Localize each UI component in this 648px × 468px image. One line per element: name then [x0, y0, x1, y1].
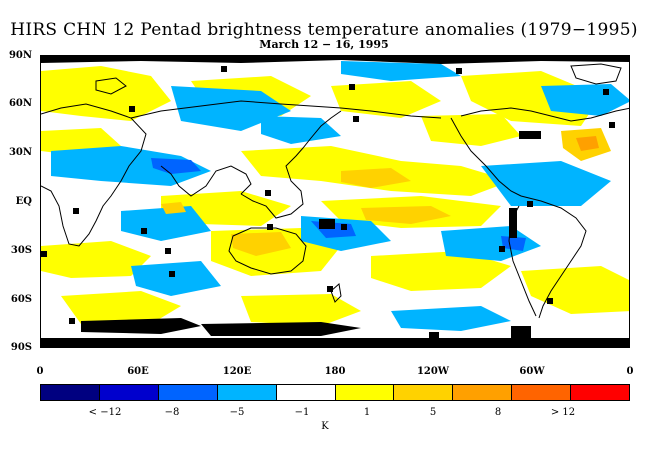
colorbar-swatch: [394, 385, 454, 400]
lon-label-60w: 60W: [519, 366, 545, 377]
colorbar-label: −8: [164, 407, 180, 418]
orange-anomaly-regions: [161, 128, 611, 256]
lon-label-0: 0: [36, 366, 44, 377]
colorbar-label: 8: [494, 407, 502, 418]
lon-label-180: 180: [324, 366, 346, 377]
cool-anomaly-regions: [51, 61, 629, 331]
colorbar-label: < −12: [88, 407, 122, 418]
lon-label-0-east: 0: [626, 366, 634, 377]
lon-label-60e: 60E: [127, 366, 149, 377]
lat-label-60n: 60N: [8, 98, 32, 109]
colorbar-swatch: [571, 385, 630, 400]
chart-title: HIRS CHN 12 Pentad brightness temperatur…: [10, 20, 638, 40]
colorbar-swatch: [335, 385, 395, 400]
lat-label-30s: 30S: [10, 245, 32, 256]
lat-label-90n: 90N: [8, 50, 32, 61]
colorbar-swatch: [453, 385, 513, 400]
lat-label-90s: 90S: [10, 342, 32, 353]
anomaly-map: [40, 55, 630, 348]
lon-label-120e: 120E: [222, 366, 252, 377]
colorbar-label: −1: [294, 407, 310, 418]
colorbar-swatch: [158, 385, 218, 400]
lat-label-eq: EQ: [15, 196, 32, 207]
colorbar: [40, 384, 630, 401]
lat-label-30n: 30N: [8, 147, 32, 158]
colorbar-label: 5: [429, 407, 437, 418]
chart-subtitle: March 12 − 16, 1995: [259, 38, 389, 51]
warm-anomaly-regions: [41, 66, 629, 326]
colorbar-swatch: [41, 385, 100, 400]
colorbar-label: −5: [229, 407, 245, 418]
colorbar-swatch: [99, 385, 159, 400]
lat-label-60s: 60S: [10, 294, 32, 305]
colorbar-label: 1: [363, 407, 371, 418]
missing-data-regions: [41, 56, 629, 347]
anomaly-field: [41, 56, 629, 347]
hot-anomaly-regions: [576, 136, 599, 151]
colorbar-swatch: [217, 385, 277, 400]
lon-label-120w: 120W: [416, 366, 450, 377]
colorbar-swatch: [276, 385, 336, 400]
colorbar-swatch: [512, 385, 572, 400]
coastlines: [41, 63, 629, 347]
colorbar-label: > 12: [550, 407, 576, 418]
colorbar-unit: K: [321, 421, 329, 432]
map-canvas: [41, 56, 629, 347]
